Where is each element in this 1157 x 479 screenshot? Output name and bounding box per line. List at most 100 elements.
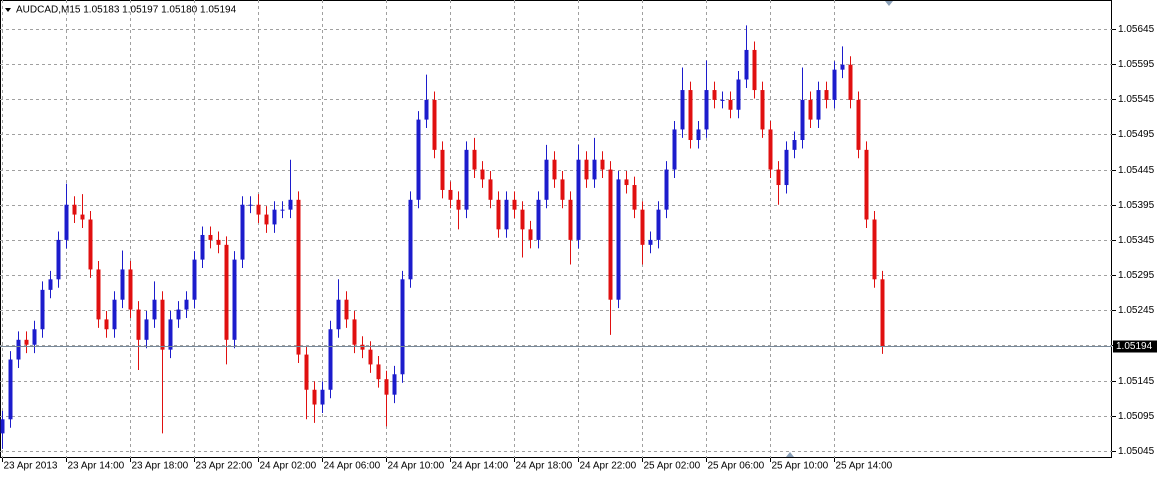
candle-body <box>416 119 421 200</box>
candle-body <box>96 269 101 320</box>
candle-body <box>384 379 389 395</box>
candle-body <box>784 149 789 186</box>
x-tick-label: 24 Apr 22:00 <box>580 461 637 472</box>
candle-body <box>808 99 813 120</box>
candle-body <box>112 299 117 330</box>
candle-body <box>824 90 829 100</box>
candle-body <box>712 90 717 100</box>
last-price-label: 1.05194 <box>1116 341 1153 352</box>
candle-body <box>80 214 85 220</box>
candle-body <box>88 219 93 270</box>
candle-body <box>688 90 693 141</box>
candle-body <box>512 199 517 210</box>
candle-body <box>776 169 781 186</box>
y-tick-label: 1.05245 <box>1118 305 1155 316</box>
candle-body <box>424 99 429 120</box>
candle-body <box>664 169 669 210</box>
candle-body <box>432 99 437 150</box>
candle-body <box>872 219 877 280</box>
grid <box>0 0 1112 458</box>
candle-body <box>48 279 53 290</box>
candle-body <box>136 309 141 340</box>
y-tick-label: 1.05095 <box>1118 411 1155 422</box>
candle-body <box>672 129 677 170</box>
candle-body <box>392 374 397 395</box>
candle-body <box>744 49 749 80</box>
candle-body <box>608 169 613 300</box>
x-tick-label: 25 Apr 02:00 <box>644 461 701 472</box>
candle-body <box>520 209 525 230</box>
candle-body <box>8 359 13 420</box>
candle-body <box>312 389 317 405</box>
candle-body <box>792 140 797 150</box>
candle-body <box>352 319 357 345</box>
x-tick-label: 24 Apr 10:00 <box>388 461 445 472</box>
candle-body <box>584 159 589 180</box>
candle-body <box>680 90 685 130</box>
candle-body <box>480 169 485 180</box>
candle-body <box>768 129 773 170</box>
x-tick-label: 24 Apr 06:00 <box>324 461 381 472</box>
candle-body <box>200 234 205 260</box>
candle-body <box>752 49 757 91</box>
candle-body <box>696 129 701 141</box>
candle-body <box>192 259 197 300</box>
x-tick-label: 24 Apr 14:00 <box>452 461 509 472</box>
candle-body <box>448 189 453 200</box>
candle-body <box>264 214 269 225</box>
candle-body <box>280 209 285 211</box>
candle-body <box>344 299 349 320</box>
scroll-marker <box>786 452 794 457</box>
candle-body <box>880 279 885 347</box>
x-tick-label: 23 Apr 22:00 <box>196 461 253 472</box>
candle-body <box>488 179 493 200</box>
candle-body <box>256 204 261 215</box>
candle-body <box>560 179 565 200</box>
chart-title: AUDCAD,M15 1.05183 1.05197 1.05180 1.051… <box>16 5 237 16</box>
candle-body <box>400 279 405 375</box>
candle-body <box>728 99 733 110</box>
candle-body <box>816 90 821 120</box>
candle-body <box>184 299 189 310</box>
candle-body <box>272 209 277 225</box>
candle-body <box>472 149 477 170</box>
candle-body <box>536 199 541 240</box>
candle-body <box>16 339 21 360</box>
candle-body <box>368 349 373 365</box>
candle-body <box>40 289 45 330</box>
candle-body <box>440 149 445 190</box>
x-tick-label: 25 Apr 14:00 <box>836 461 893 472</box>
y-tick-label: 1.05595 <box>1118 59 1155 70</box>
candle-body <box>840 64 845 70</box>
candle-body <box>232 259 237 340</box>
x-tick-label: 24 Apr 02:00 <box>260 461 317 472</box>
candle-body <box>288 199 293 210</box>
candle-body <box>56 239 61 280</box>
candle-body <box>408 199 413 280</box>
candle-body <box>160 299 165 350</box>
menu-arrow <box>5 8 11 12</box>
x-tick-label: 25 Apr 10:00 <box>772 461 829 472</box>
y-tick-label: 1.05495 <box>1118 129 1155 140</box>
candle-body <box>296 199 301 355</box>
candle-body <box>496 199 501 230</box>
candle-body <box>152 299 157 320</box>
x-tick-label: 24 Apr 18:00 <box>516 461 573 472</box>
candle-body <box>720 99 725 101</box>
candle-body <box>376 364 381 380</box>
candle-body <box>624 179 629 186</box>
candle-body <box>656 209 661 240</box>
candle-body <box>328 329 333 390</box>
candle-body <box>0 419 5 434</box>
y-tick-label: 1.05345 <box>1118 235 1155 246</box>
y-tick-label: 1.05045 <box>1118 446 1155 457</box>
candle-body <box>336 299 341 330</box>
candle-body <box>800 99 805 141</box>
candle-body <box>464 149 469 210</box>
candle-body <box>216 239 221 245</box>
candle-body <box>504 199 509 230</box>
candle-body <box>552 159 557 180</box>
candle-body <box>760 90 765 130</box>
candle-body <box>176 309 181 320</box>
